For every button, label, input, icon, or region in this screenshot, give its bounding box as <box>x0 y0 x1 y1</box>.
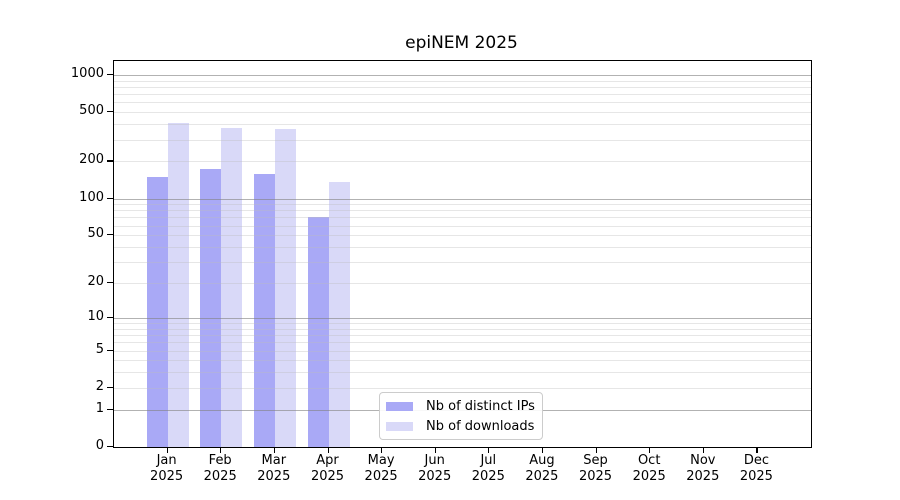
bar-distinct-ips-mar <box>253 174 275 447</box>
gridline-y-700 <box>114 94 811 96</box>
x-tick-label-oct: Oct 2025 <box>632 453 666 484</box>
bar-downloads-apr <box>328 182 350 447</box>
gridline-y-80 <box>114 210 811 212</box>
gridline-y-8 <box>114 328 811 330</box>
bar-downloads-jan <box>167 122 189 447</box>
x-tick-mark-aug <box>541 447 544 453</box>
x-tick-mark-nov <box>702 447 704 453</box>
y-tick-mark-20 <box>107 282 113 284</box>
y-tick-label-2: 2 <box>95 378 104 394</box>
legend-swatch-distinct-ips-icon <box>386 401 413 411</box>
bar-downloads-feb <box>221 128 243 447</box>
gridline-y-3 <box>114 372 811 374</box>
gridline-y-9 <box>114 323 811 324</box>
gridline-y-20 <box>114 283 811 284</box>
gridline-y-900 <box>114 80 811 82</box>
x-tick-label-apr: Apr 2025 <box>310 453 345 484</box>
gridline-y-50 <box>114 235 811 237</box>
x-tick-mark-feb <box>220 447 222 453</box>
y-tick-mark-50 <box>107 234 113 236</box>
y-tick-mark-1 <box>107 408 113 410</box>
y-tick-label-50: 50 <box>87 226 104 242</box>
gridline-y-90 <box>114 204 811 206</box>
x-tick-label-jul: Jul 2025 <box>471 453 505 484</box>
x-tick-mark-oct <box>649 447 651 453</box>
y-tick-mark-200 <box>107 160 113 162</box>
x-tick-label-feb: Feb 2025 <box>203 453 237 484</box>
x-tick-label-jun: Jun 2025 <box>418 453 452 484</box>
plot-area <box>113 60 812 448</box>
gridline-y-40 <box>114 247 811 248</box>
y-tick-mark-1000 <box>107 73 113 76</box>
chart-title: epiNEM 2025 <box>405 33 518 53</box>
x-tick-mark-jan <box>166 447 168 453</box>
x-tick-mark-dec <box>756 447 758 453</box>
y-tick-label-5: 5 <box>95 341 104 357</box>
y-tick-mark-5 <box>107 349 113 351</box>
y-tick-mark-100 <box>107 197 113 199</box>
bar-distinct-ips-jan <box>146 176 168 447</box>
bars-layer <box>114 61 811 447</box>
y-tick-mark-10 <box>107 316 113 319</box>
gridline-y-7 <box>114 335 811 336</box>
y-tick-label-1000: 1000 <box>70 65 104 81</box>
grid-layer <box>114 61 811 447</box>
x-tick-label-aug: Aug 2025 <box>525 453 559 484</box>
gridline-y-6 <box>114 342 811 344</box>
bar-distinct-ips-apr <box>307 217 329 447</box>
legend-swatch-downloads-icon <box>386 421 413 431</box>
gridline-y-2 <box>114 387 811 389</box>
x-tick-mark-may <box>381 447 383 453</box>
legend: Nb of distinct IPs Nb of downloads <box>379 392 543 440</box>
x-tick-label-mar: Mar 2025 <box>257 453 291 484</box>
y-tick-label-10: 10 <box>87 308 104 324</box>
gridline-y-30 <box>114 262 811 264</box>
gridline-y-1000 <box>114 74 811 76</box>
gridline-y-60 <box>114 225 811 227</box>
bar-downloads-mar <box>274 129 296 447</box>
gridline-y-200 <box>114 161 811 163</box>
gridline-y-70 <box>114 217 811 219</box>
legend-item-downloads: Nb of downloads <box>386 418 534 434</box>
gridline-y-500 <box>114 112 811 114</box>
x-tick-label-dec: Dec 2025 <box>739 453 773 484</box>
x-tick-mark-jun <box>434 447 436 453</box>
gridline-y-100 <box>114 198 811 200</box>
legend-label-downloads: Nb of downloads <box>426 418 535 434</box>
bar-distinct-ips-feb <box>200 169 222 447</box>
y-tick-label-20: 20 <box>87 274 104 289</box>
x-tick-mark-sep <box>595 447 597 453</box>
y-tick-label-100: 100 <box>79 189 104 205</box>
gridline-y-300 <box>114 139 811 141</box>
gridline-y-5 <box>114 350 811 352</box>
y-tick-mark-2 <box>107 386 113 388</box>
x-tick-label-nov: Nov 2025 <box>686 453 720 484</box>
gridline-y-10 <box>114 317 811 319</box>
gridline-y-800 <box>114 86 811 88</box>
legend-item-distinct-ips: Nb of distinct IPs <box>386 398 535 414</box>
gridline-y-600 <box>114 102 811 104</box>
x-tick-label-jan: Jan 2025 <box>150 453 184 484</box>
y-tick-label-0: 0 <box>95 438 104 453</box>
x-tick-label-sep: Sep 2025 <box>578 453 613 484</box>
gridline-y-4 <box>114 360 811 362</box>
y-tick-label-1: 1 <box>95 400 104 416</box>
y-tick-mark-0 <box>107 446 113 448</box>
x-tick-mark-apr <box>327 447 329 453</box>
gridline-y-400 <box>114 124 811 126</box>
y-tick-mark-500 <box>107 111 113 113</box>
y-tick-label-500: 500 <box>79 103 104 119</box>
legend-label-distinct-ips: Nb of distinct IPs <box>426 398 535 414</box>
x-tick-mark-jul <box>488 447 490 453</box>
y-tick-label-200: 200 <box>79 152 104 168</box>
x-tick-label-may: May 2025 <box>364 453 398 484</box>
x-tick-mark-mar <box>273 447 275 453</box>
